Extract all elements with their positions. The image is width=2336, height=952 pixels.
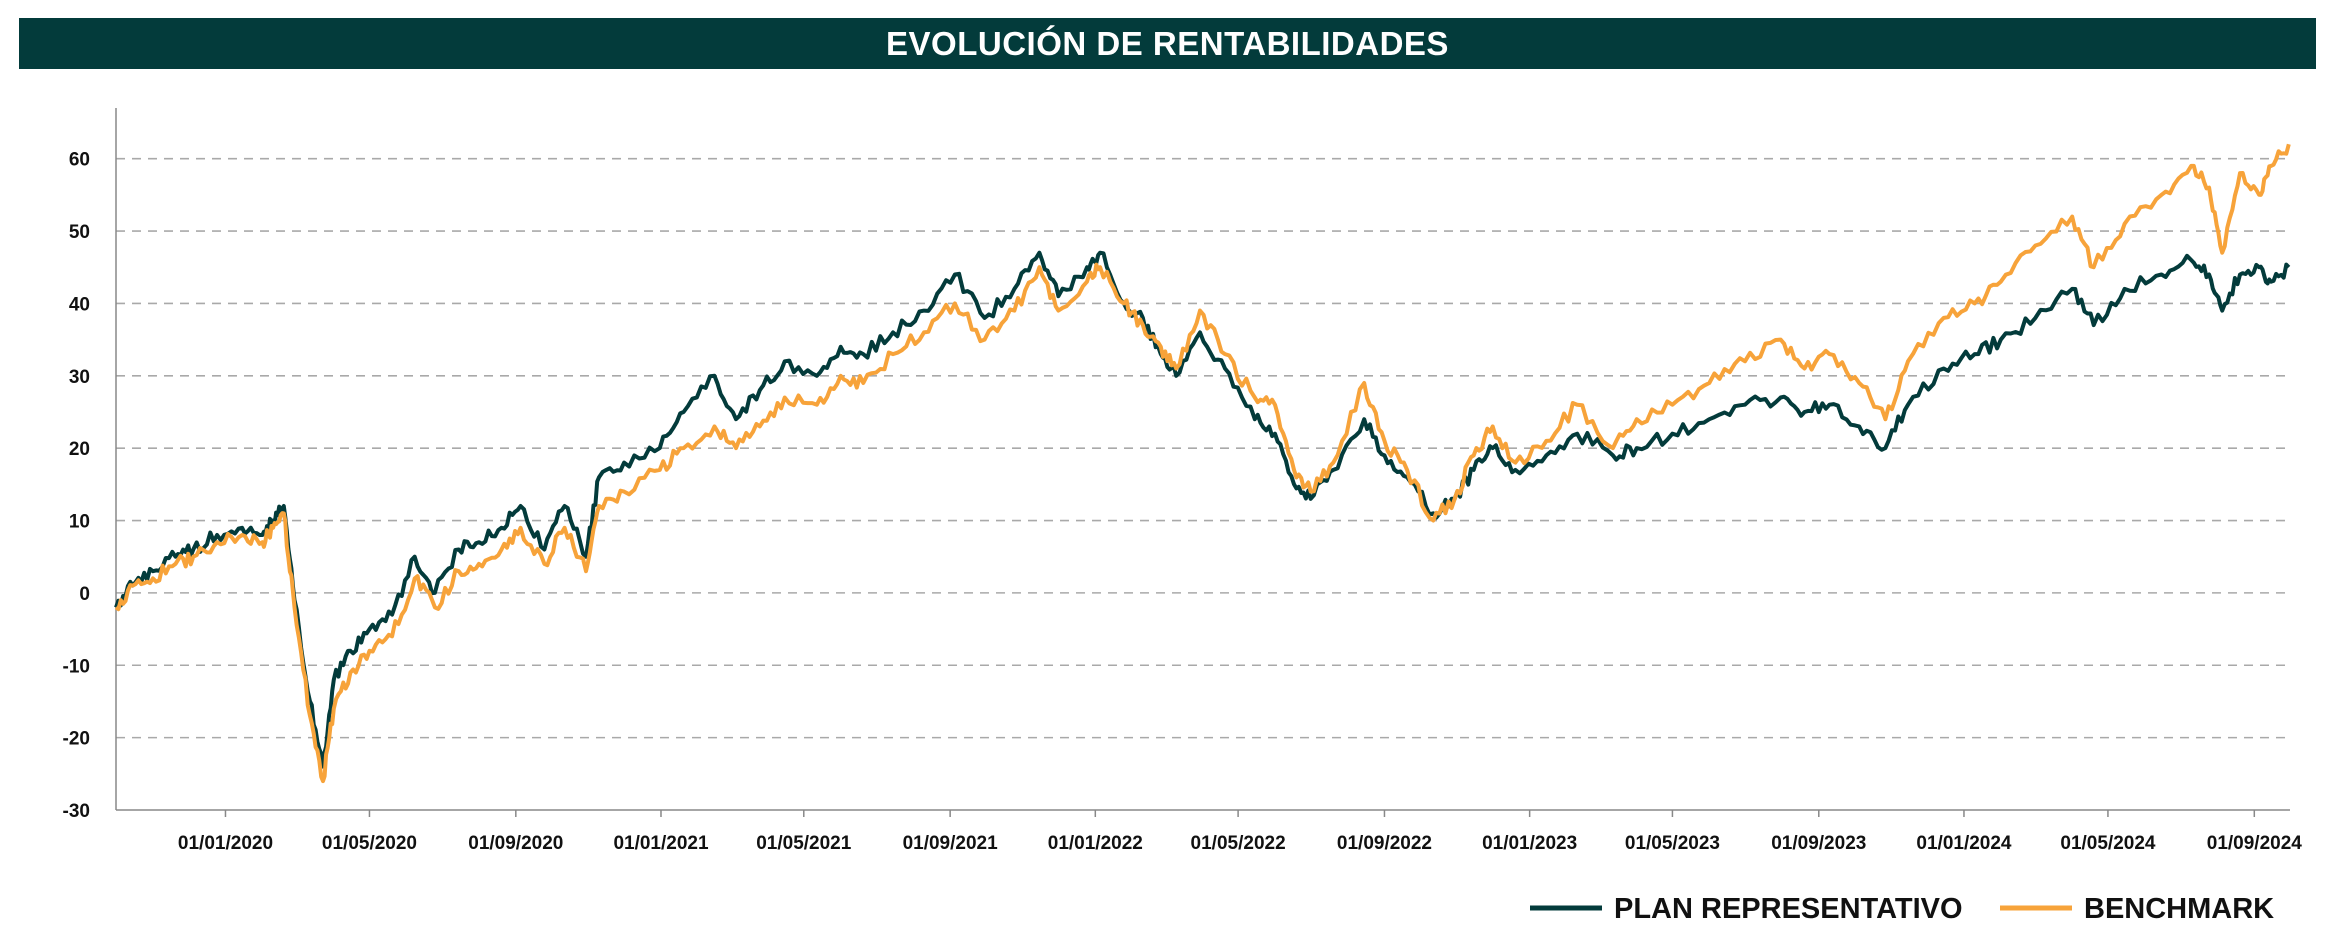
x-tick-label: 01/01/2020 — [178, 833, 273, 854]
x-tick-label: 01/05/2020 — [322, 833, 417, 854]
series-line-benchmark — [114, 143, 2291, 784]
gridlines — [116, 157, 2290, 739]
legend-label: PLAN REPRESENTATIVO — [1614, 893, 1963, 925]
x-tick-label: 01/09/2020 — [468, 833, 563, 854]
axes: 60 50 40 30 20 10 0 -10 -20 -30 01/01/2020 01/05/20… — [63, 108, 2303, 854]
y-tick-label: 20 — [69, 439, 90, 460]
y-tick-label: 50 — [69, 222, 90, 243]
x-tick-label: 01/09/2022 — [1337, 833, 1432, 854]
series-lines — [114, 143, 2291, 784]
x-tick-label: 01/05/2021 — [756, 833, 852, 854]
y-tick-label: 30 — [69, 367, 90, 388]
x-tick-label: 01/09/2023 — [1771, 833, 1866, 854]
y-tick-label: 60 — [69, 150, 90, 171]
legend: PLAN REPRESENTATIVO BENCHMARK — [1530, 893, 2274, 925]
y-tick-label: -10 — [63, 656, 90, 677]
x-tick-label: 01/01/2024 — [1916, 833, 2012, 854]
legend-label: BENCHMARK — [2084, 893, 2274, 925]
x-tick-label: 01/09/2024 — [2207, 833, 2303, 854]
x-tick-label: 01/01/2021 — [613, 833, 709, 854]
chart-title: EVOLUCIÓN DE RENTABILIDADES — [19, 18, 2316, 69]
y-tick-label: 0 — [79, 584, 90, 605]
y-tick-label: 40 — [69, 294, 90, 315]
x-tick-label: 01/01/2022 — [1048, 833, 1143, 854]
x-tick-label: 01/05/2024 — [2060, 833, 2156, 854]
y-tick-label: 10 — [69, 512, 90, 533]
y-tick-label: -20 — [63, 729, 90, 750]
x-tick-label: 01/05/2023 — [1625, 833, 1720, 854]
series-line-plan-representativo — [114, 250, 2291, 769]
x-tick-label: 01/01/2023 — [1482, 833, 1577, 854]
y-tick-label: -30 — [63, 801, 90, 822]
x-tick-label: 01/09/2021 — [903, 833, 999, 854]
x-tick-label: 01/05/2022 — [1191, 833, 1286, 854]
